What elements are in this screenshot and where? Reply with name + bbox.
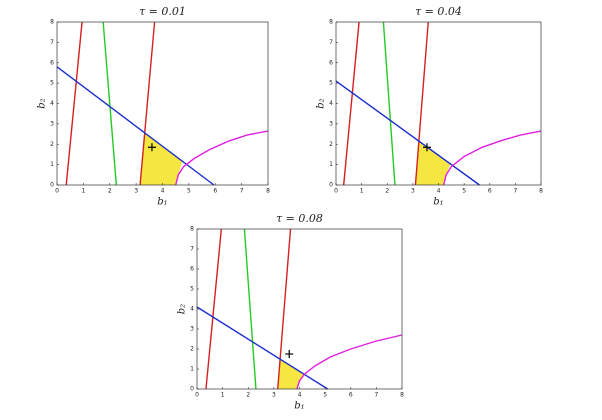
plot-area [197, 229, 402, 389]
y-tick-label: 8 [190, 226, 194, 233]
y-tick-label: 2 [50, 141, 54, 148]
y-tick-label: 6 [50, 59, 54, 66]
y-tick-label: 4 [329, 100, 333, 107]
x-tick-label: 7 [240, 188, 244, 195]
x-tick-label: 0 [195, 392, 199, 399]
x-tick-label: 8 [400, 392, 404, 399]
x-tick-label: 0 [55, 188, 59, 195]
feasible-region [277, 359, 305, 389]
y-tick-label: 3 [190, 326, 194, 333]
x-tick-label: 2 [385, 188, 389, 195]
y-tick-label: 7 [329, 39, 333, 46]
x-tick-label: 4 [298, 392, 302, 399]
y-tick-label: 3 [50, 120, 54, 127]
x-tick-label: 4 [437, 188, 441, 195]
x-tick-label: 8 [539, 188, 543, 195]
chart-title: τ = 0.01 [139, 5, 186, 18]
constraint-line [196, 306, 329, 390]
constraint-line [243, 228, 257, 390]
x-tick-label: 2 [108, 188, 112, 195]
x-tick-label: 3 [134, 188, 138, 195]
x-tick-label: 1 [221, 392, 225, 399]
y-tick-label: 3 [329, 120, 333, 127]
feasible-region [140, 132, 183, 185]
x-tick-label: 5 [187, 188, 191, 195]
constraint-line [175, 130, 269, 186]
point-marker [285, 350, 294, 358]
constraint-line [335, 80, 480, 186]
x-tick-label: 1 [360, 188, 364, 195]
constraint-line [102, 21, 118, 186]
x-tick-label: 2 [246, 392, 250, 399]
y-tick-label: 5 [329, 80, 333, 87]
constraint-line [342, 21, 360, 186]
x-tick-label: 3 [411, 188, 415, 195]
constraint-line [382, 21, 396, 186]
y-tick-label: 4 [190, 306, 194, 313]
y-tick-label: 8 [50, 19, 54, 26]
y-tick-label: 1 [329, 161, 333, 168]
feasible-region [415, 141, 451, 185]
y-tick-label: 5 [190, 286, 194, 293]
constraint-line [442, 130, 542, 186]
x-tick-label: 1 [81, 188, 85, 195]
x-tick-label: 7 [513, 188, 517, 195]
constraint-line [277, 228, 292, 390]
y-tick-label: 2 [190, 346, 194, 353]
x-tick-label: 8 [266, 188, 270, 195]
x-tick-label: 0 [334, 188, 338, 195]
y-tick-label: 8 [329, 19, 333, 26]
y-tick-label: 0 [50, 182, 54, 189]
x-axis-label: b₁ [294, 401, 304, 412]
y-axis-label: b₂ [37, 98, 48, 108]
y-tick-label: 7 [190, 246, 194, 253]
y-tick-label: 1 [50, 161, 54, 168]
x-tick-label: 7 [374, 392, 378, 399]
x-tick-label: 4 [161, 188, 165, 195]
x-tick-label: 5 [462, 188, 466, 195]
point-marker [147, 143, 156, 152]
x-axis-label: b₁ [157, 197, 167, 208]
y-tick-label: 6 [190, 266, 194, 273]
y-tick-label: 2 [329, 141, 333, 148]
y-tick-label: 5 [50, 80, 54, 87]
constraint-line [139, 21, 156, 186]
x-tick-label: 5 [323, 392, 327, 399]
constraint-line [65, 21, 83, 186]
y-tick-label: 7 [50, 39, 54, 46]
chart-title: τ = 0.08 [276, 212, 323, 225]
constraint-line [414, 21, 429, 186]
constraint-line [205, 228, 223, 390]
x-tick-label: 6 [488, 188, 492, 195]
y-tick-label: 6 [329, 59, 333, 66]
y-tick-label: 4 [50, 100, 54, 107]
x-tick-label: 6 [213, 188, 217, 195]
chart-title: τ = 0.04 [415, 5, 462, 18]
y-axis-label: b₂ [177, 304, 188, 314]
x-tick-label: 6 [349, 392, 353, 399]
y-tick-label: 0 [329, 182, 333, 189]
constraint-line [296, 334, 403, 390]
x-axis-label: b₁ [433, 197, 443, 208]
x-tick-label: 3 [272, 392, 276, 399]
y-axis-label: b₂ [316, 98, 327, 108]
y-tick-label: 0 [190, 386, 194, 393]
point-marker [422, 143, 431, 152]
y-tick-label: 1 [190, 366, 194, 373]
constraint-line [56, 66, 215, 186]
